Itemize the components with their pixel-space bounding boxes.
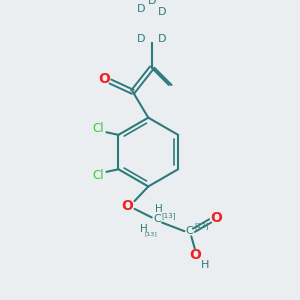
Text: C: C xyxy=(186,226,194,236)
Text: Cl: Cl xyxy=(92,122,104,135)
Text: O: O xyxy=(210,211,222,225)
Text: H: H xyxy=(155,204,163,214)
Text: O: O xyxy=(122,199,134,213)
Text: H: H xyxy=(140,224,148,235)
Text: D: D xyxy=(158,34,166,44)
Text: [13]: [13] xyxy=(194,223,209,230)
Text: [13]: [13] xyxy=(162,212,176,219)
Text: O: O xyxy=(189,248,201,262)
Text: Cl: Cl xyxy=(92,169,104,182)
Text: D: D xyxy=(137,34,146,44)
Text: O: O xyxy=(98,72,110,86)
Text: [13]: [13] xyxy=(145,231,157,236)
Text: D: D xyxy=(137,4,146,14)
Text: H: H xyxy=(201,260,209,270)
Text: C: C xyxy=(153,214,161,224)
Text: D: D xyxy=(148,0,156,6)
Text: D: D xyxy=(158,7,166,17)
